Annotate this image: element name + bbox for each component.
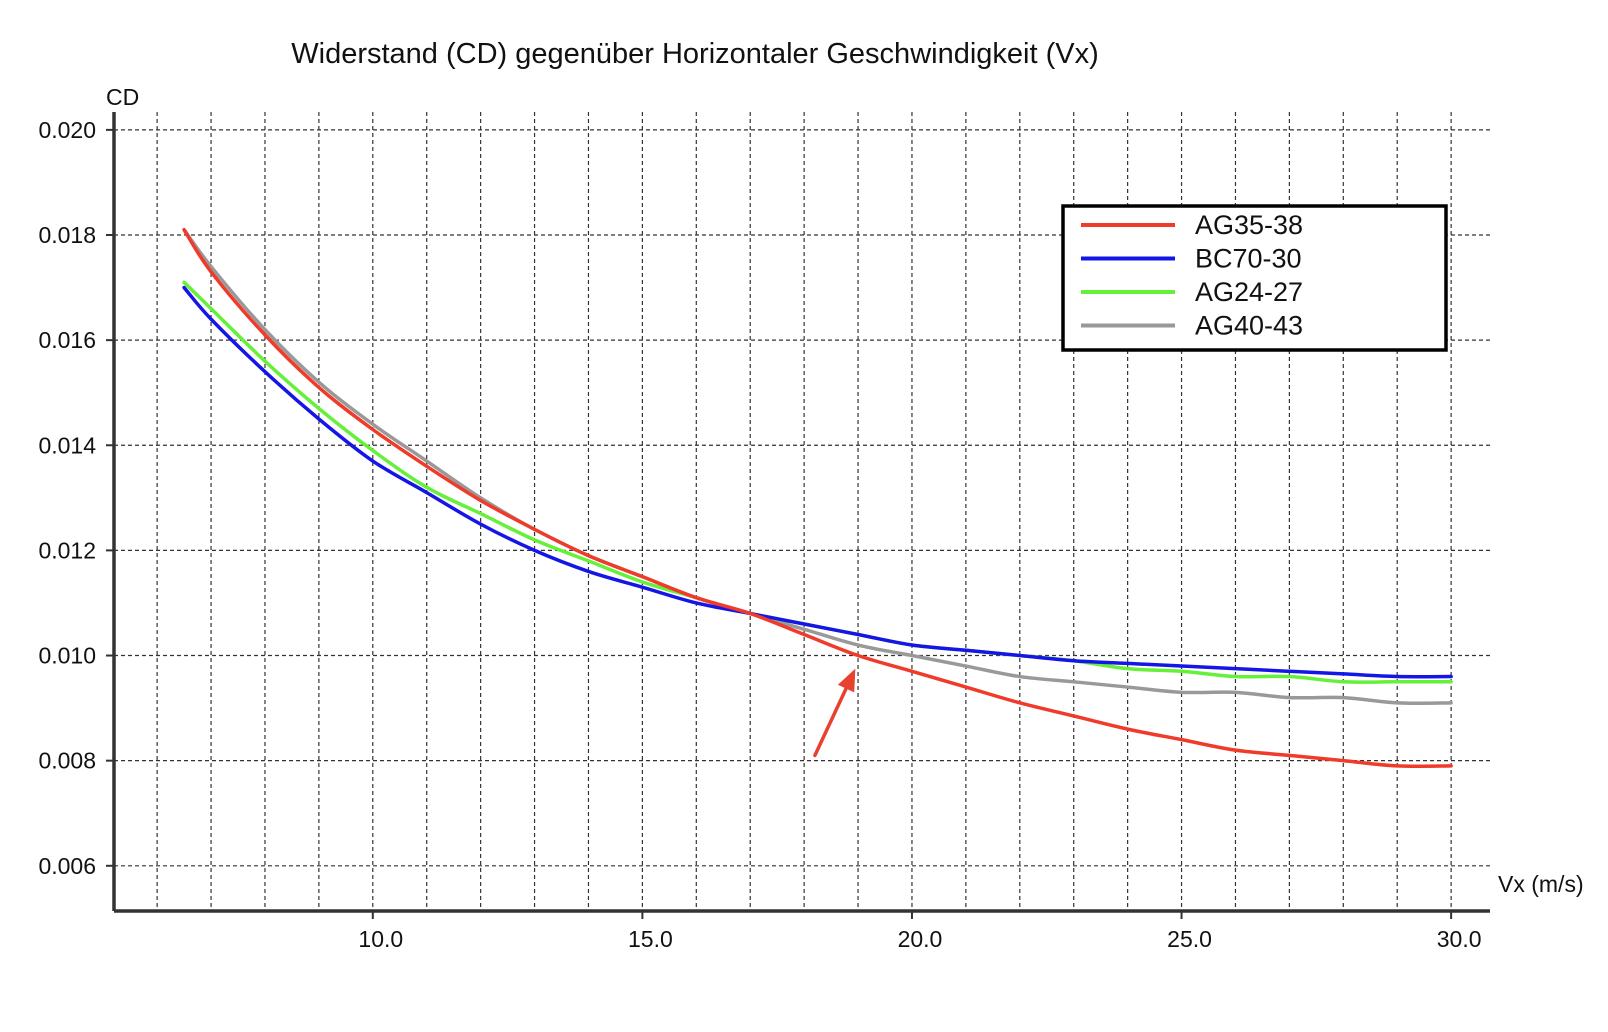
chart-title: Widerstand (CD) gegenüber Horizontaler G… — [291, 38, 1099, 70]
x-tick-label: 20.0 — [898, 926, 943, 952]
series-line-bc70-30 — [182, 285, 1453, 679]
annotation-arrow-head — [837, 668, 856, 693]
y-tick-label: 0.016 — [38, 327, 96, 353]
series-lines — [182, 228, 1453, 769]
legend-label: AG24-27 — [1195, 277, 1303, 307]
axes: 0.006 0.008 0.010 0.012 0.014 0.016 0.018 0.020… — [38, 112, 1490, 952]
grid — [114, 112, 1490, 911]
y-tick-label: 0.006 — [38, 853, 96, 879]
x-tick-label: 15.0 — [628, 926, 673, 952]
annotation-arrow-shaft — [813, 686, 848, 758]
y-tick-label: 0.010 — [38, 643, 96, 669]
y-tick-label: 0.018 — [38, 222, 96, 248]
legend-label: AG40-43 — [1195, 311, 1303, 341]
y-tick-label: 0.020 — [38, 117, 96, 143]
x-axis-label: Vx (m/s) — [1498, 871, 1584, 897]
y-tick-label: 0.012 — [38, 537, 96, 563]
legend-label: BC70-30 — [1195, 244, 1302, 274]
series-line-ag40-43 — [182, 228, 1453, 705]
x-tick-label: 25.0 — [1167, 926, 1212, 952]
y-axis-label: CD — [106, 84, 139, 110]
x-tick-label: 30.0 — [1437, 926, 1482, 952]
x-tick-label: 10.0 — [358, 926, 403, 952]
y-tick-label: 0.008 — [38, 748, 96, 774]
y-tick-label: 0.014 — [38, 432, 96, 458]
annotations — [813, 668, 856, 758]
series-line-ag35-38 — [182, 228, 1453, 769]
legend-label: AG35-38 — [1195, 210, 1303, 240]
